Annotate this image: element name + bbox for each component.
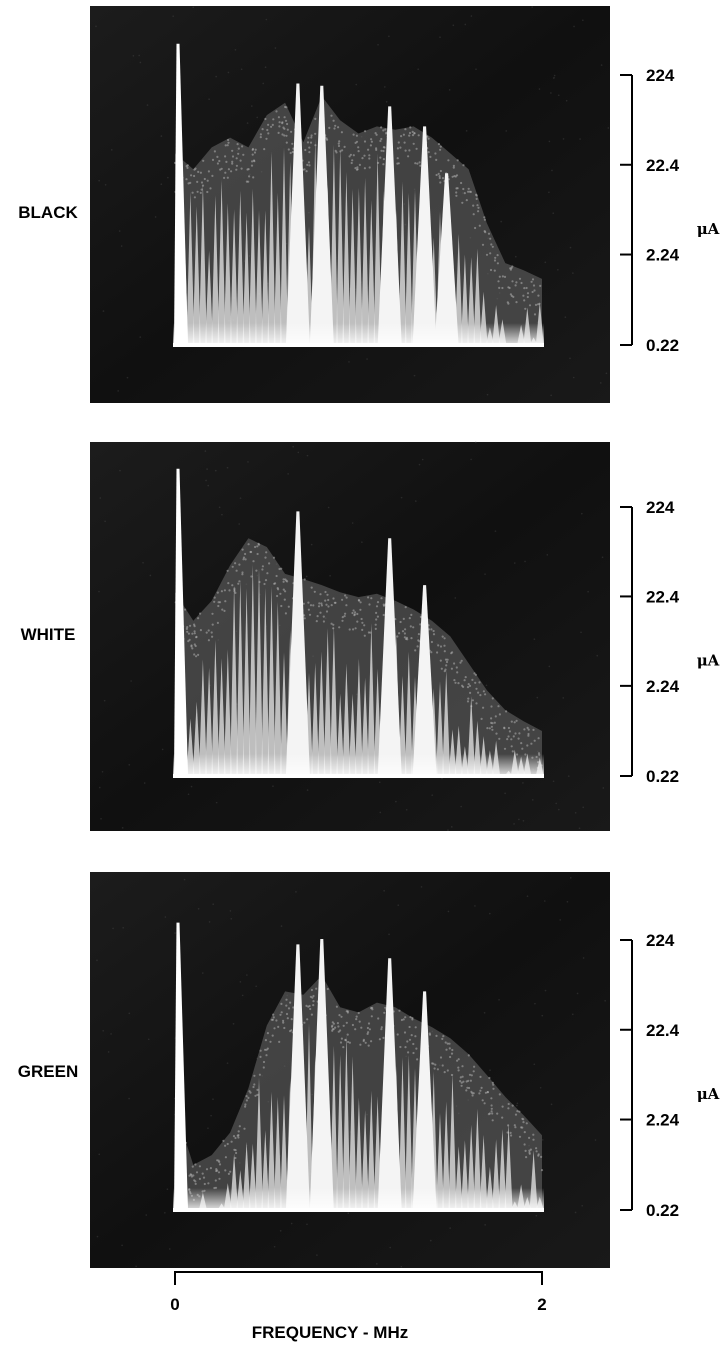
y-axis: 224 22.4 2.24 0.22 μA	[620, 931, 720, 1220]
spectrum-peak	[285, 511, 310, 776]
y-axis: 224 22.4 2.24 0.22 μA	[620, 498, 720, 786]
spectrum-peak	[412, 126, 437, 346]
noise-floor	[173, 323, 544, 345]
y-tick-label: 224	[646, 931, 675, 950]
x-axis-bracket	[174, 1271, 543, 1285]
y-tick-label: 2.24	[646, 246, 680, 265]
y-tick-label: 2.24	[646, 1111, 680, 1130]
spectrum-peak	[377, 958, 402, 1210]
y-tick-label: 22.4	[646, 156, 680, 175]
y-tick-label: 22.4	[646, 1021, 680, 1040]
spectrum-peak	[285, 83, 310, 345]
spectrum-peak	[377, 106, 402, 346]
x-tick-label-start: 0	[170, 1295, 179, 1314]
y-unit-label: μA	[697, 1085, 720, 1103]
noise-floor	[173, 754, 544, 776]
baseline	[173, 774, 544, 778]
spectrum-peak	[309, 939, 334, 1210]
x-axis: 0 2 FREQUENCY - MHz	[170, 1271, 547, 1342]
y-tick-label: 0.22	[646, 1201, 679, 1220]
carrier-spike	[174, 43, 188, 345]
y-tick-label: 224	[646, 66, 675, 85]
y-tick-label: 224	[646, 498, 675, 517]
y-unit-label: μA	[697, 220, 720, 238]
y-tick-label: 0.22	[646, 336, 679, 355]
panel-green: GREEN 224 22.4 2.24 0.22 μA	[18, 872, 720, 1268]
y-tick-label: 2.24	[646, 677, 680, 696]
y-axis: 224 22.4 2.24 0.22 μA	[620, 66, 720, 355]
spectrum-peak	[285, 944, 310, 1210]
carrier-spike	[174, 922, 188, 1210]
y-tick-label: 22.4	[646, 587, 680, 606]
x-axis-title: FREQUENCY - MHz	[252, 1323, 408, 1342]
spectrum-peak	[412, 585, 437, 776]
noise-floor	[173, 1188, 544, 1210]
spectrum-peak	[412, 991, 437, 1210]
spectrum-peak	[377, 538, 402, 776]
panel-white: WHITE 224 22.4 2.24 0.22 μA	[21, 441, 720, 831]
panel-label: BLACK	[18, 203, 78, 222]
baseline	[173, 343, 544, 347]
panel-label: GREEN	[18, 1062, 78, 1081]
baseline	[173, 1208, 544, 1212]
panel-black: BLACK 224 22.4 2.24 0.22 μA	[18, 6, 720, 403]
spectrum-peak	[434, 173, 459, 345]
panel-label: WHITE	[21, 625, 76, 644]
y-tick-label: 0.22	[646, 767, 679, 786]
spectrum-peak	[309, 85, 334, 346]
envelope-texture	[174, 105, 542, 316]
y-unit-label: μA	[697, 652, 720, 670]
x-tick-label-end: 2	[537, 1295, 546, 1314]
carrier-spike	[174, 468, 188, 776]
